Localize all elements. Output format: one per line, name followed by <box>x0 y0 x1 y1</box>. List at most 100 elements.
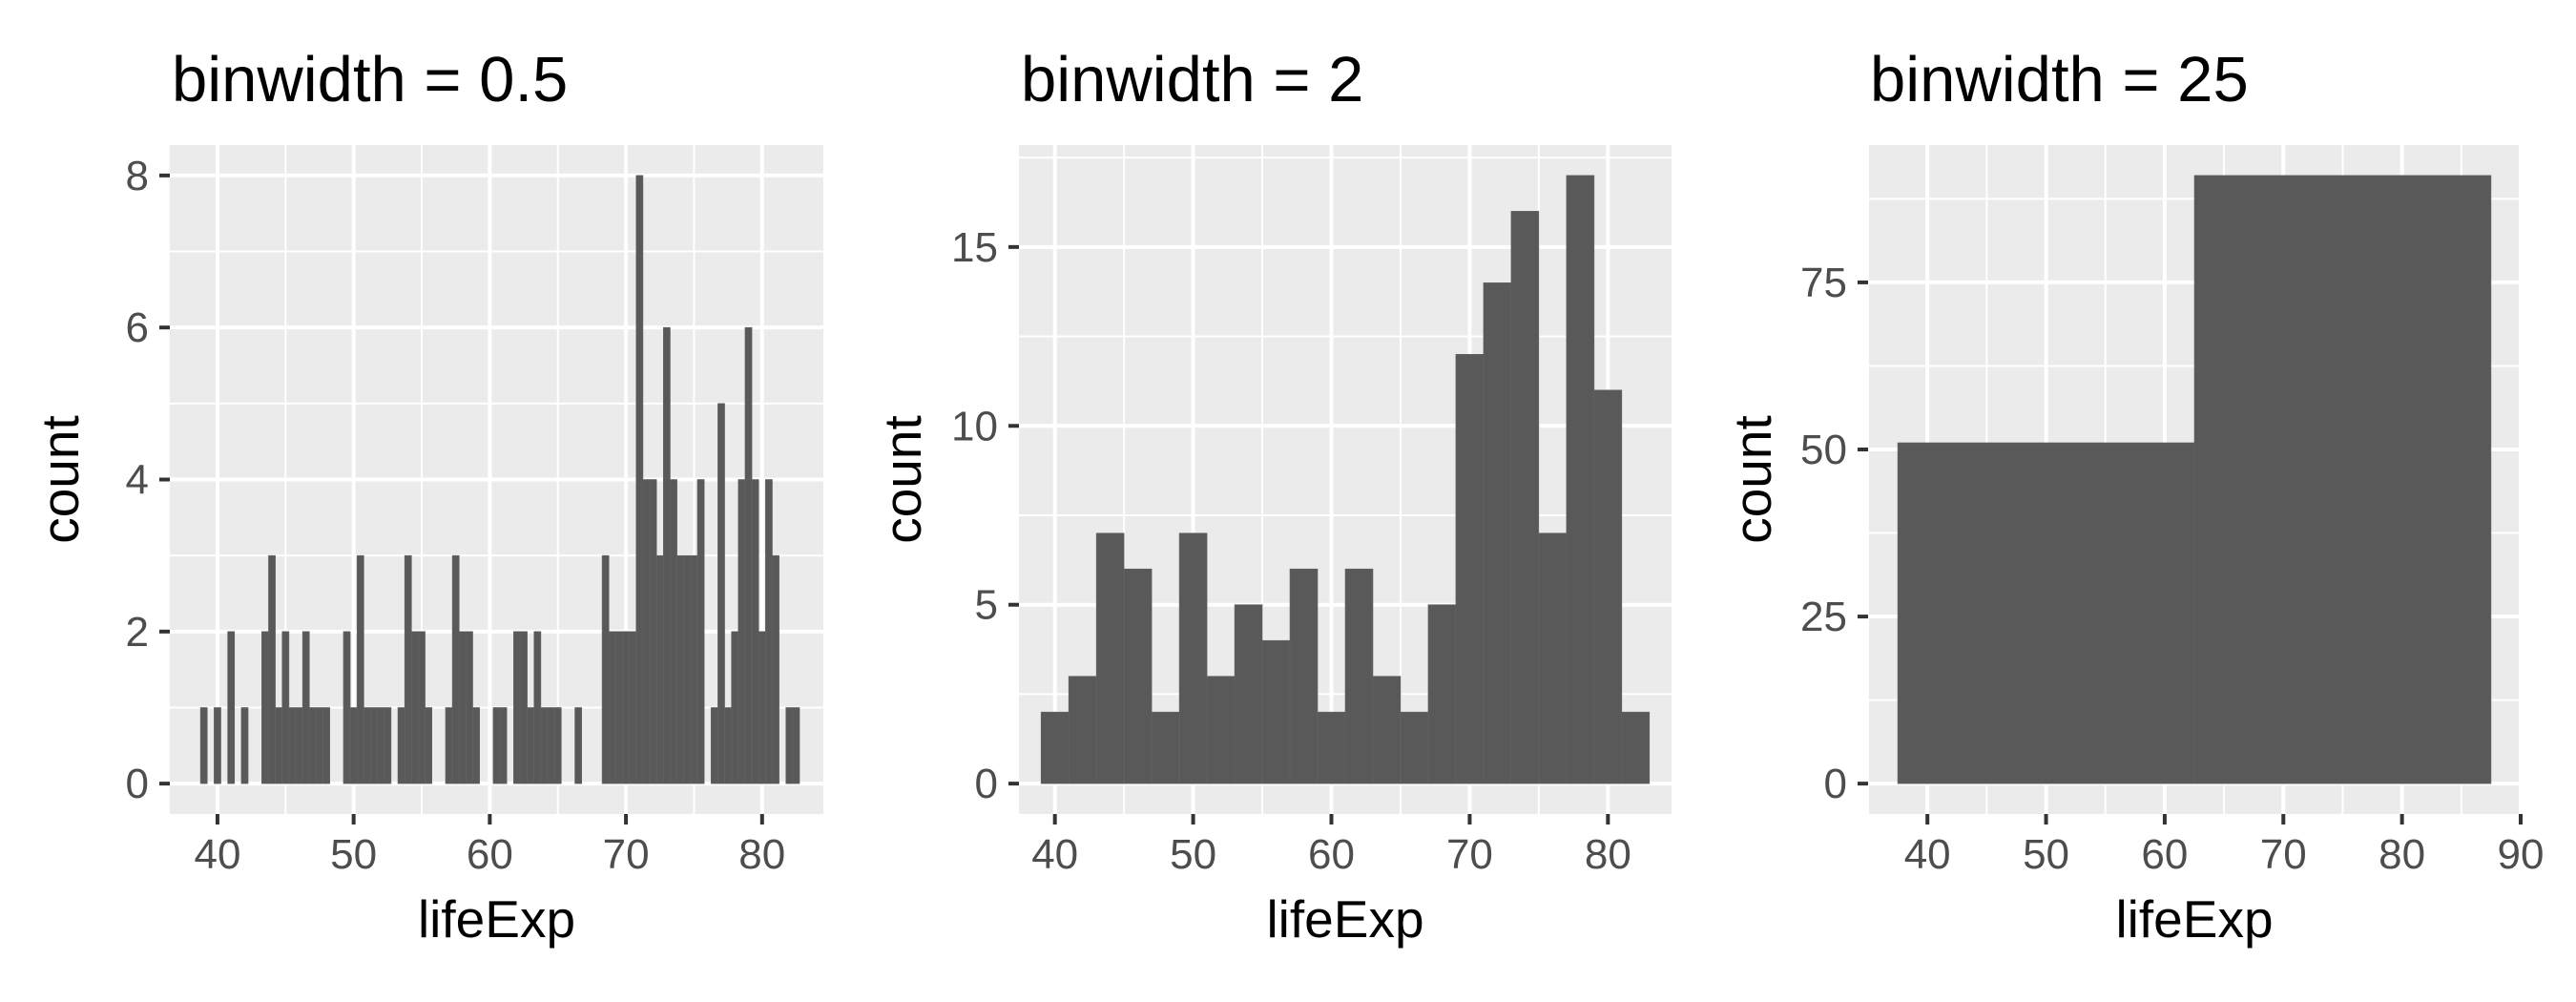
x-tick-label: 50 <box>1170 831 1216 878</box>
x-tick-label: 40 <box>1904 831 1951 878</box>
x-tick-label: 50 <box>330 831 377 878</box>
histogram-bar <box>1427 604 1457 784</box>
y-tick-label: 0 <box>1824 761 1847 807</box>
histogram-bar <box>492 707 501 784</box>
panel-title: binwidth = 0.5 <box>172 44 568 115</box>
y-tick-label: 5 <box>975 582 998 629</box>
histogram-bar <box>520 631 528 784</box>
x-tick-label: 40 <box>194 831 240 878</box>
histogram-bar <box>227 631 236 784</box>
histogram-bar <box>670 479 677 784</box>
histogram-bar <box>676 554 685 784</box>
histogram-bar <box>214 707 221 784</box>
histogram-bar <box>527 707 535 784</box>
histogram-bar <box>751 479 759 784</box>
histogram-bar <box>370 707 378 784</box>
histogram-bar <box>1510 211 1540 784</box>
x-tick-label: 60 <box>467 831 513 878</box>
histogram-bar <box>343 631 351 784</box>
x-tick-label: 60 <box>2141 831 2188 878</box>
x-axis-title: lifeExp <box>2115 889 2273 949</box>
histogram-bar <box>513 631 521 784</box>
histogram-bar <box>281 631 290 784</box>
histogram-bar <box>268 554 276 784</box>
histogram-bar <box>418 631 426 784</box>
y-tick-label: 75 <box>1800 260 1847 306</box>
histogram-bar <box>540 707 549 784</box>
x-axis-title: lifeExp <box>1266 889 1423 949</box>
histogram-bar <box>364 707 371 784</box>
histogram-bar <box>2193 175 2492 784</box>
panel-2: 40 50 60 70 80 0 5 10 15 binwidth = 2 lifeExp count <box>873 44 1672 949</box>
histogram-bar <box>1483 282 1512 784</box>
histogram-bar <box>622 631 630 784</box>
histogram-bar <box>683 554 692 784</box>
histogram-bar <box>744 326 753 784</box>
histogram-bar <box>1151 711 1180 784</box>
y-tick-label: 0 <box>975 761 998 807</box>
histogram-bar <box>765 479 773 784</box>
y-tick-label: 0 <box>126 761 149 807</box>
histogram-bar <box>792 707 800 784</box>
histogram-bar <box>295 707 303 784</box>
y-tick-label: 15 <box>951 224 998 271</box>
panel-3: 40 50 60 70 80 90 0 25 50 75 binwidth = 25 lifeExp c… <box>1723 44 2544 949</box>
histogram-bar <box>1068 676 1097 784</box>
histogram-bar <box>288 707 297 784</box>
histogram-bar <box>608 631 616 784</box>
histogram-bar <box>1289 568 1319 784</box>
histogram-bar <box>696 479 705 784</box>
histogram-bar <box>377 707 385 784</box>
histogram-bar <box>615 631 623 784</box>
y-tick-label: 10 <box>951 403 998 449</box>
histogram-bar <box>663 326 671 784</box>
x-tick-label: 60 <box>1308 831 1355 878</box>
y-tick-label: 25 <box>1800 594 1847 640</box>
y-tick-label: 2 <box>126 609 149 656</box>
x-tick-label: 80 <box>1585 831 1631 878</box>
x-tick-label: 70 <box>1446 831 1493 878</box>
histogram-bar <box>384 707 392 784</box>
histogram-bar <box>1897 442 2195 784</box>
histogram-bar <box>349 707 358 784</box>
histogram-bar <box>601 554 610 784</box>
x-tick-label: 40 <box>1031 831 1078 878</box>
x-tick-label: 50 <box>2023 831 2069 878</box>
histogram-bar <box>261 631 269 784</box>
histogram-bar <box>710 707 718 784</box>
histogram-bar <box>1123 568 1153 784</box>
histogram-bar <box>445 707 453 784</box>
histogram-bar <box>1538 532 1568 784</box>
histogram-bar <box>466 631 473 784</box>
histogram-bar <box>199 707 208 784</box>
histogram-bar <box>772 554 779 784</box>
histogram-bar <box>301 631 310 784</box>
panel-1: 40 50 60 70 80 0 2 4 6 8 binwidth = 0.5 lifeExp coun… <box>31 44 823 949</box>
histogram-bar <box>629 631 637 784</box>
histogram-bar <box>1455 353 1485 784</box>
histogram-bar <box>451 554 460 784</box>
histogram-bar <box>553 707 562 784</box>
histogram-bar <box>1206 676 1236 784</box>
panel-title: binwidth = 25 <box>1870 44 2249 115</box>
histogram-bar <box>1095 532 1125 784</box>
histogram-bar <box>737 479 746 784</box>
histogram-bar <box>1234 604 1263 784</box>
histogram-bar <box>275 707 283 784</box>
y-axis-title: count <box>31 415 90 544</box>
histogram-bar <box>758 631 766 784</box>
y-tick-label: 50 <box>1800 427 1847 473</box>
x-axis-title: lifeExp <box>418 889 575 949</box>
histogram-bar <box>322 707 330 784</box>
histogram-bar <box>717 403 725 784</box>
y-tick-label: 8 <box>126 153 149 199</box>
histogram-bar <box>356 554 364 784</box>
y-tick-label: 6 <box>126 304 149 351</box>
histogram-bar <box>308 707 317 784</box>
histogram-bar <box>425 707 433 784</box>
histogram-bar <box>404 554 412 784</box>
histogram-bar <box>574 707 582 784</box>
histogram-bar <box>547 707 555 784</box>
histogram-bar <box>731 631 739 784</box>
